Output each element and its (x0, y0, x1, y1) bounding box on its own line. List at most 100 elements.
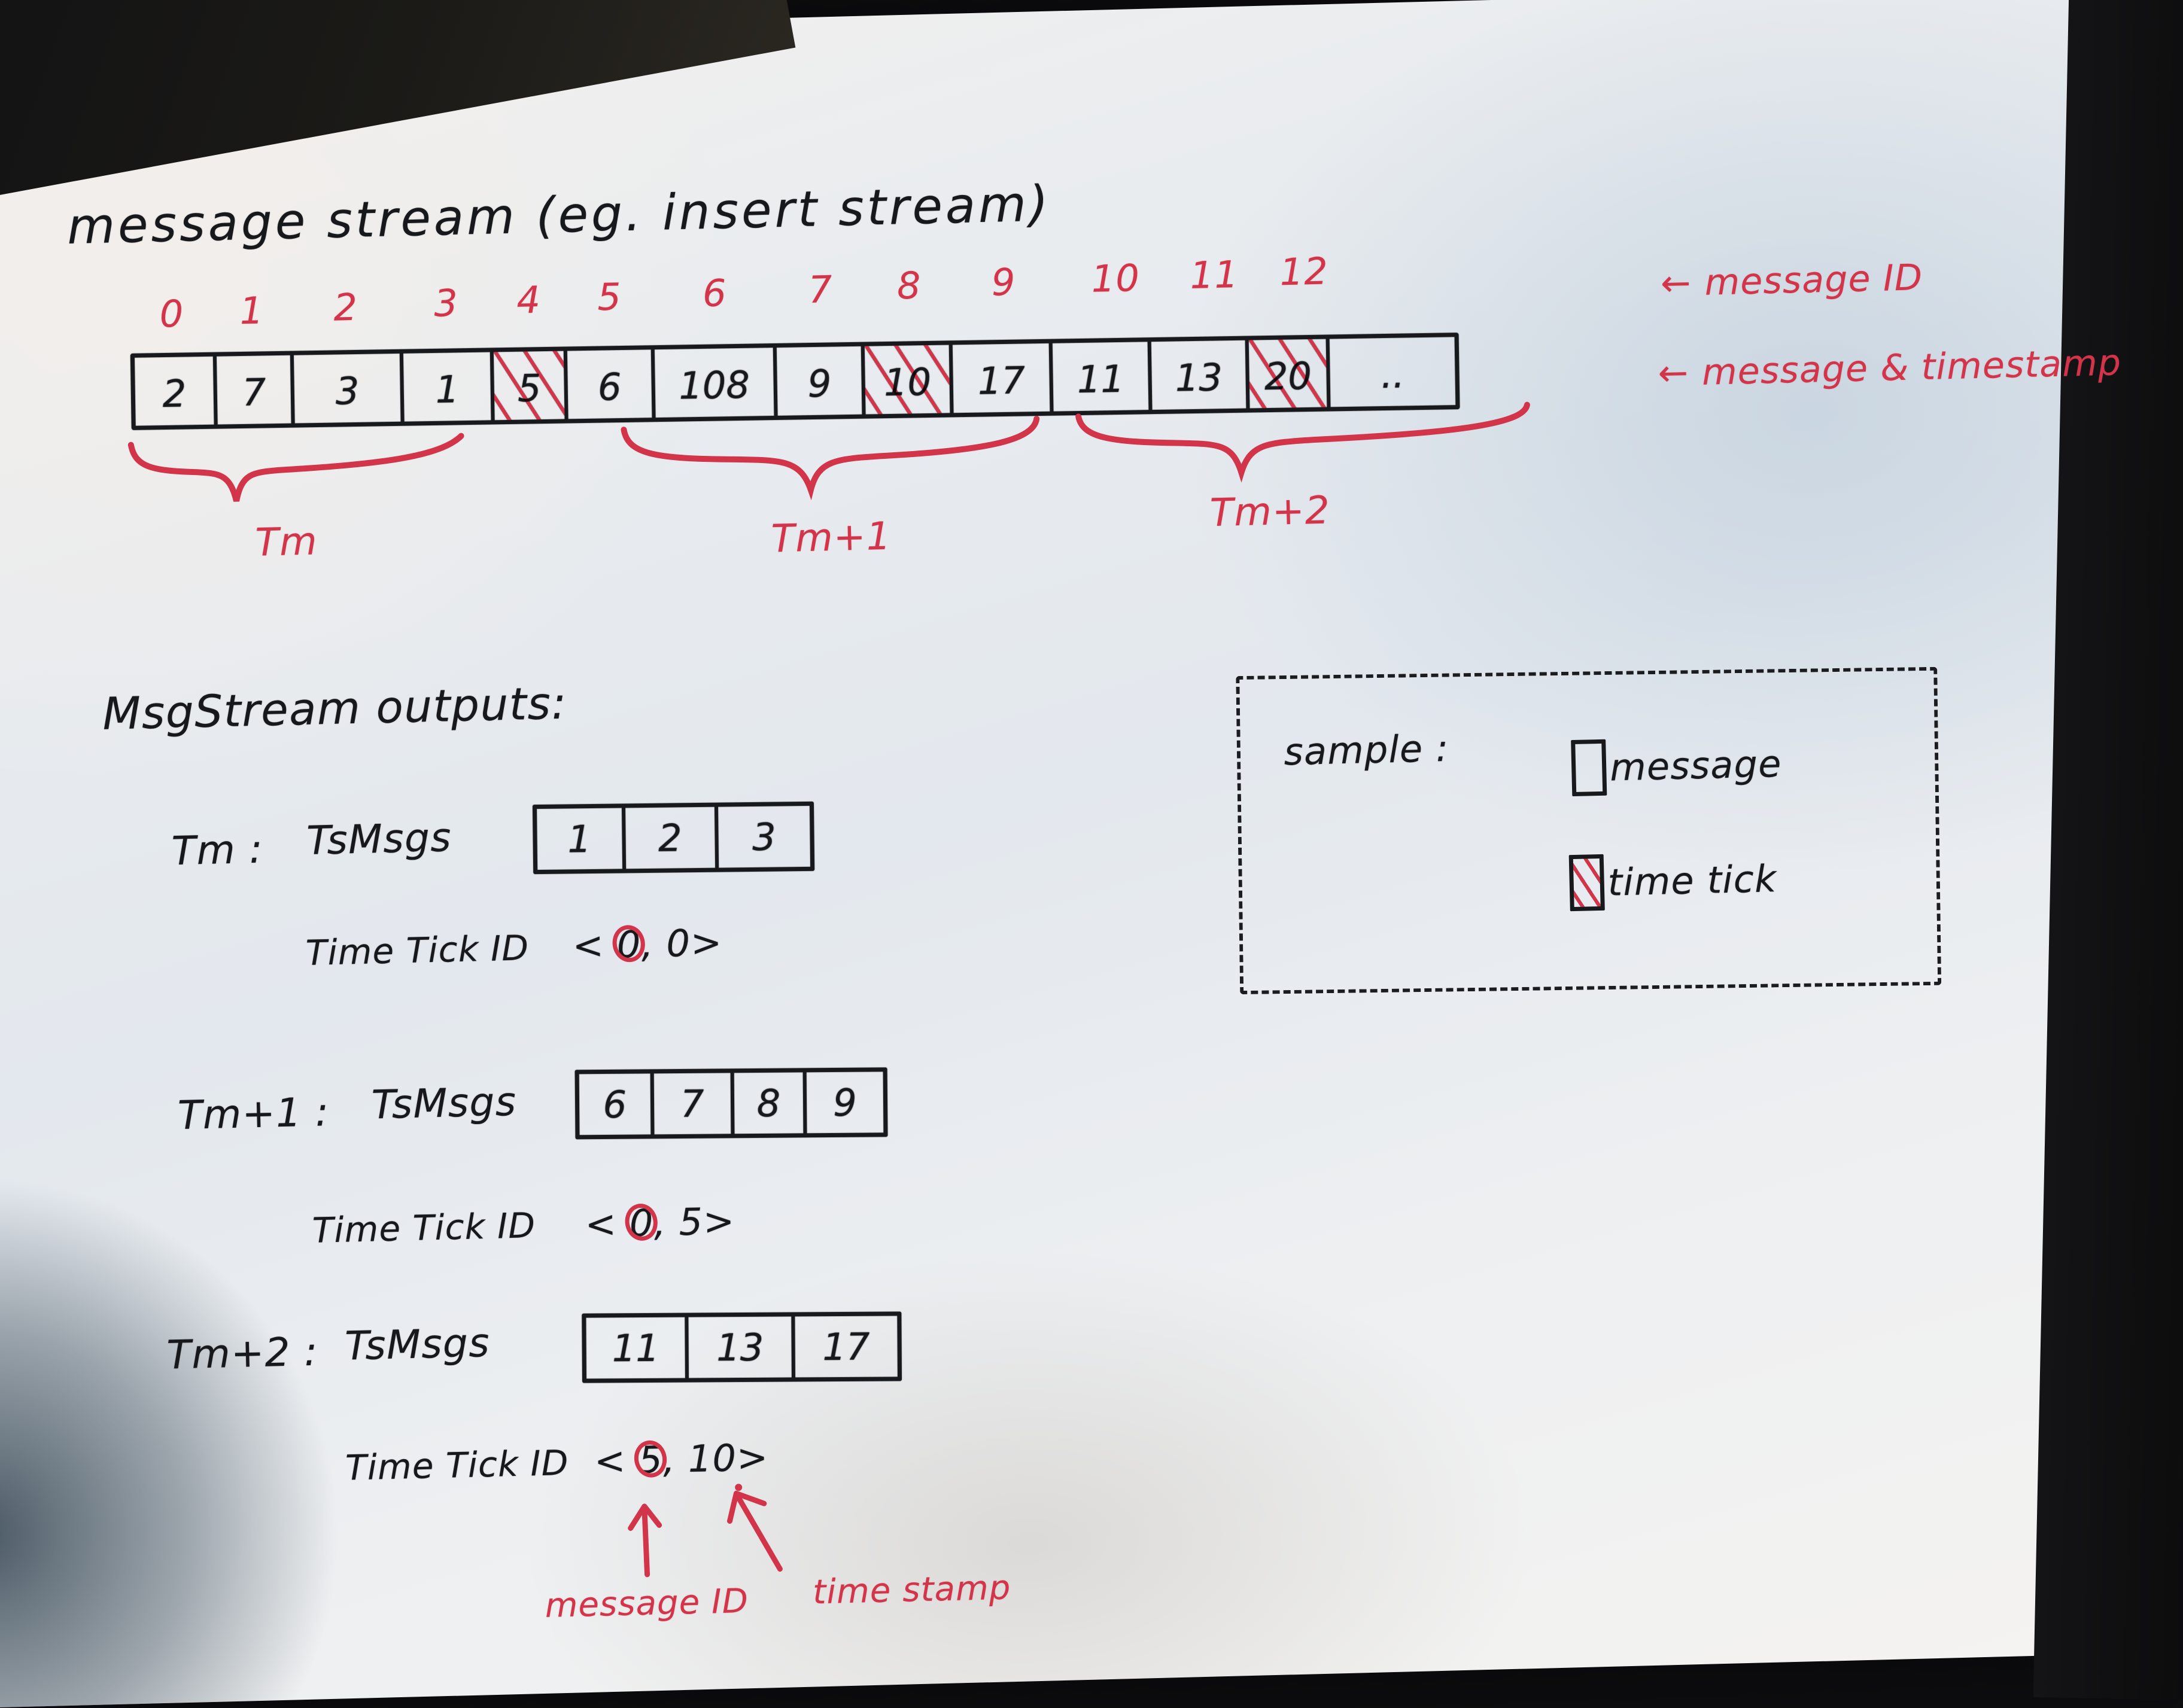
legend-item-timetick-label: time tick (1607, 856, 1778, 905)
stream-index-label: 8 (896, 263, 922, 308)
callout-message-id-label: message ID (1704, 257, 1924, 304)
stream-cell: 1 (403, 352, 495, 422)
stream-cell-value: .. (1381, 352, 1405, 397)
tick-timestamp: 10 (687, 1436, 738, 1481)
output-msg-cell: 8 (734, 1072, 807, 1134)
output-msgs-label-2: TsMsgs (344, 1319, 491, 1369)
stream-index-label: 6 (702, 270, 728, 315)
left-arrow-icon: ← (1660, 262, 1692, 305)
stream-cell-value: 9 (807, 361, 832, 406)
stream-cell-value: 13 (1175, 355, 1223, 400)
brace-tm-label: Tm (254, 519, 318, 565)
annotation-arrow-message-id (621, 1499, 676, 1578)
stream-cell: 17 (953, 343, 1054, 413)
output-msg-cell: 2 (625, 806, 719, 869)
stream-cell-value: 2 (162, 371, 187, 416)
stream-cell: 10 (865, 345, 954, 415)
annotation-label-timestamp: time stamp (812, 1568, 1012, 1612)
output-msgs-box-2: 11 13 17 (582, 1311, 902, 1383)
stream-cell-value: 20 (1264, 354, 1312, 398)
stream-index-label: 3 (433, 281, 459, 326)
stream-cell-value: 108 (678, 363, 750, 408)
output-msg-cell: 13 (688, 1316, 795, 1378)
callout-message-timestamp: ← message & timestamp (1658, 342, 2122, 394)
stream-cell: 20 (1248, 339, 1331, 409)
output-tick-value-1: < 0, 5> (585, 1199, 735, 1246)
tick-message-id: 0 (629, 1201, 655, 1246)
callout-message-timestamp-label: message & timestamp (1701, 342, 2122, 394)
stream-index-label: 5 (597, 275, 622, 319)
brace-tm2 (1075, 401, 1531, 483)
page-title: message stream (eg. insert stream) (66, 175, 1052, 256)
message-swatch-icon (1571, 739, 1607, 797)
stream-cell-value: 5 (517, 366, 542, 410)
stream-cell: 9 (776, 346, 866, 416)
stream-cell-value: 10 (883, 360, 932, 404)
stream-cell-value: 17 (977, 358, 1026, 403)
output-msg-cell: 7 (653, 1073, 735, 1135)
callout-message-id: ← message ID (1660, 257, 1923, 305)
tick-timestamp: 0 (665, 921, 692, 966)
stream-index-label: 12 (1279, 249, 1329, 294)
stream-cell: 3 (294, 353, 405, 424)
stream-index-label: 9 (990, 260, 1017, 305)
output-msg-cell: 1 (537, 808, 626, 870)
brace-tm1-label: Tm+1 (770, 514, 892, 562)
stream-cell: .. (1330, 337, 1455, 407)
output-window-label-1: Tm+1 : (177, 1089, 330, 1139)
output-msg-cell: 3 (752, 815, 777, 859)
stream-index-label: 2 (333, 285, 359, 330)
tick-close-bracket: > (703, 1199, 736, 1244)
tick-open-bracket: < (594, 1438, 627, 1483)
outputs-heading: MsgStream outputs: (102, 677, 568, 740)
tick-message-id: 0 (616, 922, 642, 967)
output-tick-label-1: Time Tick ID (312, 1205, 536, 1251)
annotation-label-message-id: message ID (544, 1581, 749, 1625)
stream-cell: 11 (1053, 342, 1153, 412)
stream-cell-value: 7 (242, 370, 266, 415)
tick-close-bracket: > (736, 1435, 770, 1480)
stream-index-label: 10 (1090, 255, 1141, 301)
brace-tm2-label: Tm+2 (1209, 488, 1331, 536)
left-arrow-icon: ← (1657, 352, 1690, 395)
stream-cell: 13 (1151, 340, 1250, 410)
output-msgs-label-1: TsMsgs (371, 1078, 518, 1128)
tick-open-bracket: < (571, 923, 605, 968)
stream-cell-value: 11 (1077, 357, 1125, 401)
stream-cell-value: 3 (335, 369, 360, 413)
stream-index-label: 0 (159, 291, 185, 336)
legend-item-timetick: time tick (1568, 854, 1777, 912)
timetick-swatch-icon (1568, 854, 1605, 912)
stream-cell: 6 (567, 349, 656, 419)
output-window-label-2: Tm+2 : (166, 1328, 319, 1378)
tick-timestamp: 5 (678, 1199, 704, 1244)
annotation-arrow-timestamp (720, 1482, 800, 1574)
tick-message-id: 5 (638, 1438, 664, 1482)
stream-cell-value: 1 (435, 367, 460, 412)
output-msgs-label-0: TsMsgs (306, 814, 452, 864)
output-msg-cell: 6 (579, 1073, 655, 1135)
tick-open-bracket: < (584, 1201, 618, 1247)
stream-index-label: 7 (808, 267, 834, 312)
output-tick-value-0: < 0, 0> (572, 921, 723, 968)
stream-index-label: 11 (1189, 252, 1239, 297)
stream-index-label: 4 (516, 278, 542, 322)
output-msg-cell: 11 (586, 1317, 689, 1379)
stream-cell: 5 (494, 351, 569, 421)
legend-title: sample : (1283, 726, 1450, 774)
brace-tm1 (620, 415, 1041, 501)
legend-box (1236, 666, 1942, 995)
stream-cell: 108 (654, 347, 778, 418)
stream-cell-value: 6 (597, 364, 622, 409)
output-tick-label-0: Time Tick ID (305, 927, 530, 973)
output-msg-cell: 17 (822, 1325, 870, 1369)
legend-item-message-label: message (1609, 741, 1783, 790)
stream-index-label: 1 (239, 288, 265, 333)
legend-item-message: message (1571, 739, 1782, 797)
output-tick-label-2: Time Tick ID (345, 1442, 570, 1488)
output-tick-value-2: < 5, 10> (594, 1435, 769, 1483)
tick-close-bracket: > (690, 920, 723, 965)
